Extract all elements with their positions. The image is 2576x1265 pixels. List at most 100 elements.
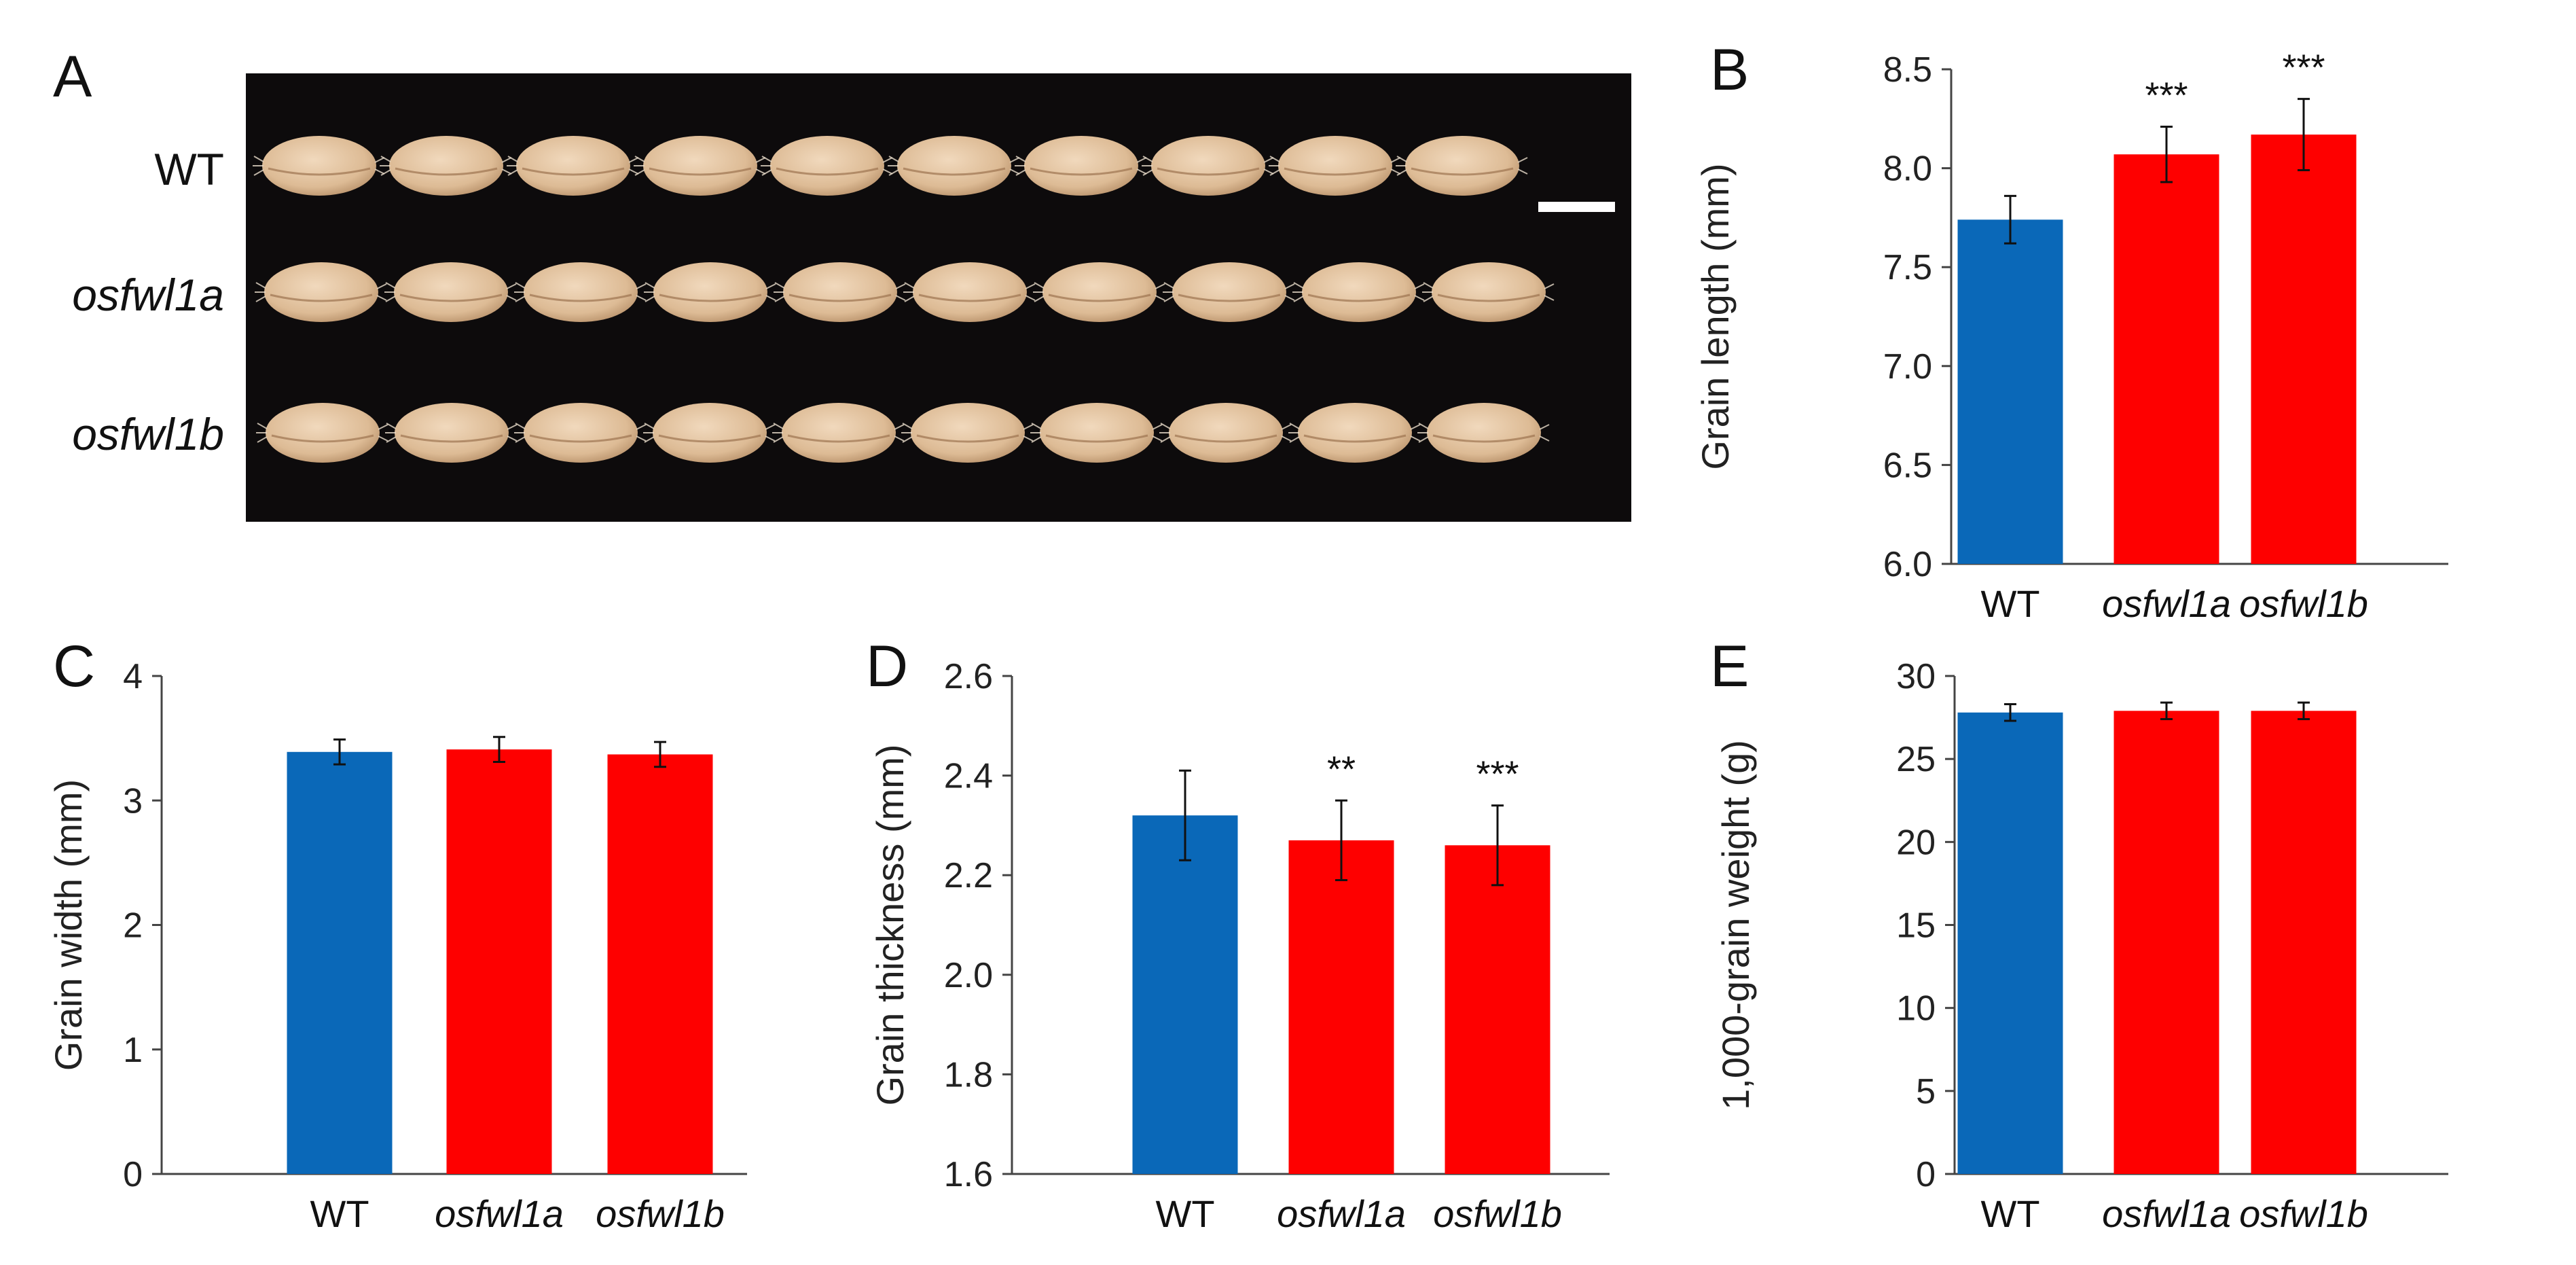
rice-grain [634,136,766,196]
y-tick-label: 2.4 [944,757,993,796]
y-tick-label: 2.0 [944,956,993,995]
y-axis-title: Grain width (mm) [47,779,90,1071]
rice-grain [1288,403,1421,463]
significance-label: *** [2282,48,2325,88]
y-tick-label: 4 [123,657,143,696]
category-label: osfwl1a [2102,582,2231,625]
grain-row [256,403,1550,463]
y-axis-title: 1,000-grain weight (g) [1714,740,1757,1110]
rice-grain [256,403,388,463]
grain-rows [253,136,1555,463]
bar-wt [1957,219,2063,564]
y-tick-label: 20 [1896,823,1936,862]
rice-grain [1292,262,1425,322]
rice-grain [772,403,905,463]
chart-panel-d: D 1.6 1.8 2.0 2.2 2.4 2.6 Grain thickness (mm) W… [866,634,1610,1235]
row-label-wt: WT [154,144,224,194]
y-axis-title: Grain thickness (mm) [869,744,911,1105]
significance-label: *** [1476,754,1519,795]
y-tick-label: 8.5 [1883,50,1932,90]
y-axis-title: Grain length (mm) [1694,163,1737,469]
category-label: osfwl1b [2239,582,2368,625]
y-tick-label: 30 [1896,657,1936,696]
y-tick-label: 6.5 [1883,446,1932,485]
rice-grain [1422,262,1555,322]
panel-letter-c: C [53,634,95,699]
rice-grain [255,262,387,322]
rice-grain [888,136,1020,196]
row-label-osfwl1a: osfwl1a [72,270,224,320]
rice-grain [384,262,517,322]
rice-grain [644,262,776,322]
panel-letter-d: D [866,634,908,699]
y-tick-label: 7.5 [1883,248,1932,287]
rice-grain [514,403,647,463]
bar-osfwl1b [2251,135,2357,564]
grain-row [253,136,1528,196]
significance-label: ** [1327,749,1356,789]
y-tick-label: 7.0 [1883,347,1932,387]
bar-osfwl1a [446,749,552,1174]
category-label: WT [1155,1192,1214,1235]
y-tick-label: 1 [123,1031,143,1070]
chart-panel-c: C 0 1 2 3 4 Grain width (mm) WT osfwl1a osfwl1b [47,634,747,1235]
rice-grain [1269,136,1401,196]
rice-grain [253,136,385,196]
category-label: osfwl1a [435,1192,564,1235]
y-tick-label: 0 [123,1155,143,1194]
panel-letter-a: A [53,44,92,109]
grain-row [255,262,1555,322]
y-tick-label: 8.0 [1883,149,1932,189]
rice-grain [1015,136,1147,196]
y-tick-label: 2.2 [944,856,993,895]
y-tick-label: 25 [1896,740,1936,779]
rice-grain [903,262,1036,322]
bar-osfwl1a [1288,840,1394,1174]
rice-grain [1396,136,1528,196]
rice-grain [1142,136,1274,196]
rice-grain [385,403,518,463]
rice-grain [643,403,776,463]
chart-panel-b: B 6.0 6.5 7.0 7.5 8.0 8.5 Grain length (mm) WT **… [1694,37,2448,625]
rice-grain [1163,262,1295,322]
category-label: osfwl1b [1433,1192,1562,1235]
y-tick-label: 15 [1896,906,1936,946]
bar-charts: B 6.0 6.5 7.0 7.5 8.0 8.5 Grain length (mm) WT **… [47,37,2448,1235]
y-tick-label: 10 [1896,989,1936,1029]
y-tick-label: 2 [123,906,143,946]
bar-wt [287,751,393,1174]
panel-letter-b: B [1710,37,1749,103]
bar-wt [1957,712,2063,1174]
scale-bar [1538,202,1615,212]
rice-grain [1417,403,1550,463]
bar-osfwl1b [1445,845,1550,1174]
y-tick-label: 2.6 [944,657,993,696]
y-tick-label: 1.6 [944,1155,993,1194]
bar-osfwl1b [2251,711,2357,1174]
category-label: WT [310,1192,369,1235]
category-label: osfwl1b [2239,1192,2368,1235]
rice-grain [507,136,639,196]
rice-grain [1033,262,1165,322]
y-tick-label: 3 [123,781,143,821]
bar-osfwl1a [2114,711,2219,1174]
category-label: WT [1980,1192,2039,1235]
rice-grain [901,403,1034,463]
y-tick-label: 6.0 [1883,545,1932,584]
row-label-osfwl1b: osfwl1b [72,409,224,459]
category-label: osfwl1b [596,1192,725,1235]
category-label: osfwl1a [2102,1192,2231,1235]
significance-label: *** [2145,75,2188,115]
rice-grain [1159,403,1292,463]
rice-grain [1030,403,1163,463]
bar-wt [1132,815,1238,1174]
rice-grain [774,262,906,322]
photo-panel: A WT osfwl1a osfwl1b [53,44,1631,522]
y-tick-label: 1.8 [944,1055,993,1094]
category-label: osfwl1a [1277,1192,1406,1235]
chart-panel-e: E 0 5 10 15 20 25 30 1,000-grain weight (g) WT osf… [1710,634,2448,1235]
category-label: WT [1980,582,2039,625]
y-tick-label: 0 [1916,1155,1936,1194]
y-tick-label: 5 [1916,1072,1936,1111]
